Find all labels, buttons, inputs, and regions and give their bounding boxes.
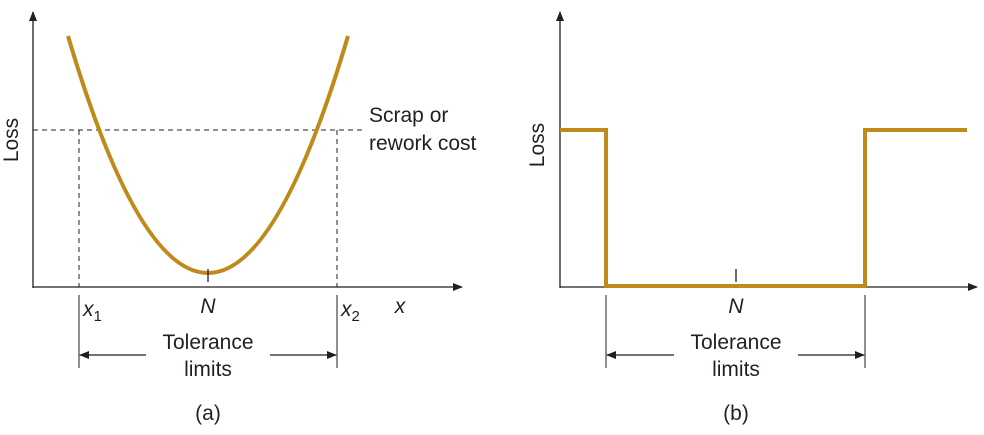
panel-a-x2-label: x2 (340, 298, 360, 325)
panel-b-tolerance-label-line2: limits (712, 358, 760, 381)
panel-a-y-label: Loss (0, 118, 23, 162)
panel-a-x-axis-label: x (394, 295, 407, 318)
panel-b-y-label: Loss (526, 123, 549, 167)
panel-a-tolerance-label-line1: Tolerance (162, 331, 253, 354)
panel-a-scrap-label-line1: Scrap or (369, 104, 448, 127)
panel-b-tolerance-label-line1: Tolerance (690, 331, 781, 354)
panel-a-n-label: N (200, 295, 216, 318)
panel-a-scrap-label-line2: rework cost (369, 132, 477, 155)
panel-a-tolerance-label-line2: limits (184, 358, 232, 381)
panel-a-caption: (a) (195, 402, 221, 425)
panel-b-loss-step (560, 128, 967, 288)
panel-b-caption: (b) (723, 402, 749, 425)
panel-b: Loss N Tolerance limits (b) (526, 11, 978, 425)
panel-a-x1-label: x1 (82, 298, 102, 325)
panel-a-loss-curve (66, 35, 350, 275)
panel-b-n-label: N (728, 295, 744, 318)
panel-a: Loss Scrap or rework cost x1 x2 N x Tole… (0, 11, 477, 425)
